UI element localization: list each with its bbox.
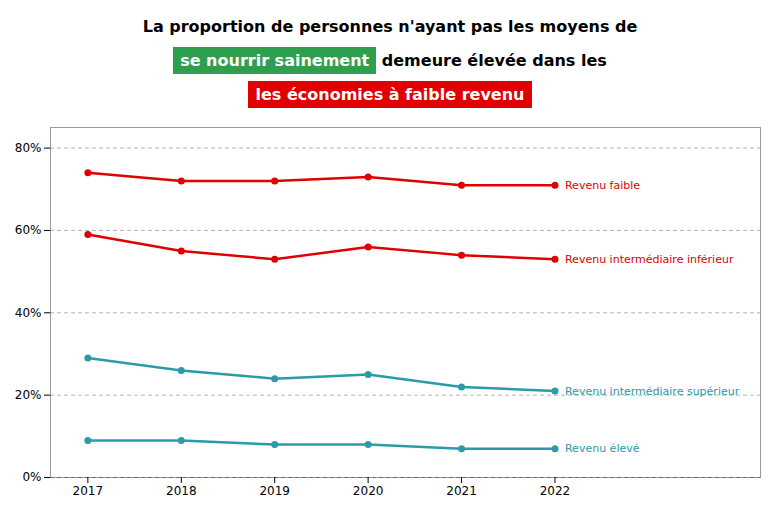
html-text:La proportion de personnes n'a: La proportion de personnes n'ayant pas l… bbox=[142, 17, 638, 36]
html-text:les économies à faible revenu: les économies à faible revenu bbox=[255, 85, 525, 104]
svg-text:Revenu élevé: Revenu élevé bbox=[565, 442, 640, 455]
svg-text:Revenu faible: Revenu faible bbox=[565, 179, 640, 192]
svg-text:80%: 80% bbox=[15, 141, 42, 155]
svg-text:0%: 0% bbox=[22, 470, 41, 484]
svg-text:2020: 2020 bbox=[353, 484, 384, 498]
svg-text:20%: 20% bbox=[15, 388, 42, 402]
svg-text:Revenu intermédiaire supérieur: Revenu intermédiaire supérieur bbox=[565, 385, 740, 398]
svg-text:40%: 40% bbox=[15, 306, 42, 320]
svg-text:2018: 2018 bbox=[166, 484, 197, 498]
svg-text:2022: 2022 bbox=[540, 484, 571, 498]
svg-text:2017: 2017 bbox=[73, 484, 104, 498]
svg-text:2021: 2021 bbox=[446, 484, 477, 498]
svg-text:2019: 2019 bbox=[259, 484, 290, 498]
svg-text:Revenu intermédiaire inférieur: Revenu intermédiaire inférieur bbox=[565, 253, 734, 266]
svg-text:60%: 60% bbox=[15, 223, 42, 237]
html-text:se nourrir sainement demeure é: se nourrir sainement demeure élevée dans… bbox=[180, 51, 607, 70]
